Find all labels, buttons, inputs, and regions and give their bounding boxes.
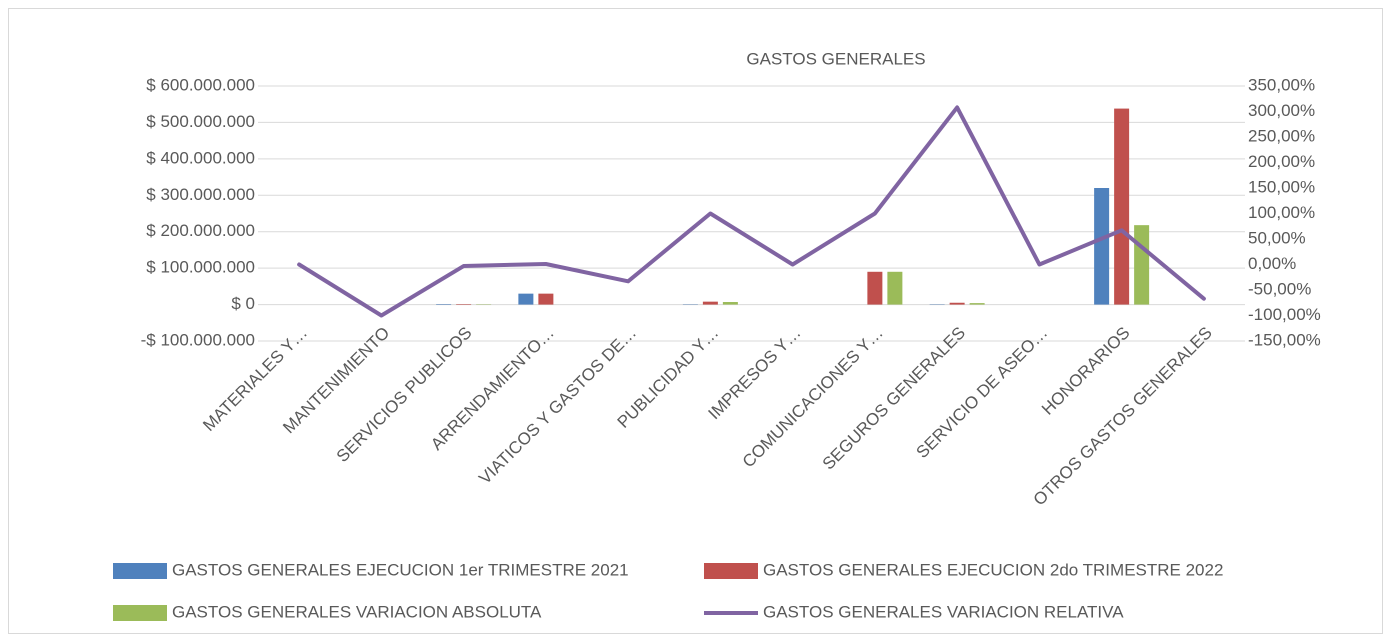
line bbox=[297, 105, 1206, 318]
legend-swatch bbox=[704, 563, 758, 579]
bar bbox=[538, 293, 554, 305]
y2-tick-label: 300,00% bbox=[1248, 101, 1315, 120]
y2-tick-label: 150,00% bbox=[1248, 177, 1315, 196]
y2-tick-label: 200,00% bbox=[1248, 152, 1315, 171]
bar bbox=[969, 303, 985, 305]
bar bbox=[949, 302, 965, 305]
legend-label: GASTOS GENERALES EJECUCION 2do TRIMESTRE… bbox=[763, 560, 1223, 579]
chart-border bbox=[8, 8, 1383, 634]
y-tick-label: $ 300.000.000 bbox=[146, 185, 255, 204]
y-tick-label: $ 600.000.000 bbox=[146, 75, 255, 94]
y-tick-label: $ 400.000.000 bbox=[146, 148, 255, 167]
chart-title: GASTOS GENERALES bbox=[746, 49, 925, 68]
y2-tick-label: 0,00% bbox=[1248, 254, 1296, 273]
legend-swatch bbox=[113, 563, 167, 579]
y2-tick-label: 100,00% bbox=[1248, 203, 1315, 222]
y2-tick-label: -50,00% bbox=[1248, 279, 1311, 298]
bar bbox=[456, 304, 472, 305]
y-tick-label: $ 500.000.000 bbox=[146, 112, 255, 131]
bar bbox=[1094, 188, 1110, 305]
bar bbox=[1114, 108, 1130, 305]
bar bbox=[722, 302, 738, 305]
bar bbox=[867, 271, 883, 305]
legend-label: GASTOS GENERALES VARIACION ABSOLUTA bbox=[172, 602, 542, 621]
bar bbox=[702, 301, 718, 305]
bar bbox=[887, 271, 903, 305]
legend-label: GASTOS GENERALES EJECUCION 1er TRIMESTRE… bbox=[172, 560, 629, 579]
legend-label: GASTOS GENERALES VARIACION RELATIVA bbox=[763, 602, 1124, 621]
y2-tick-label: 350,00% bbox=[1248, 75, 1315, 94]
y-tick-label: -$ 100.000.000 bbox=[141, 330, 255, 349]
y-tick-label: $ 0 bbox=[231, 294, 255, 313]
y2-tick-label: 50,00% bbox=[1248, 228, 1306, 247]
bar bbox=[518, 293, 534, 305]
bar bbox=[1134, 225, 1150, 305]
y2-tick-label: -100,00% bbox=[1248, 305, 1321, 324]
bar bbox=[436, 304, 452, 305]
legend-swatch bbox=[113, 605, 167, 621]
y-tick-label: $ 100.000.000 bbox=[146, 258, 255, 277]
y-tick-label: $ 200.000.000 bbox=[146, 221, 255, 240]
y2-tick-label: -150,00% bbox=[1248, 330, 1321, 349]
y2-tick-label: 250,00% bbox=[1248, 126, 1315, 145]
